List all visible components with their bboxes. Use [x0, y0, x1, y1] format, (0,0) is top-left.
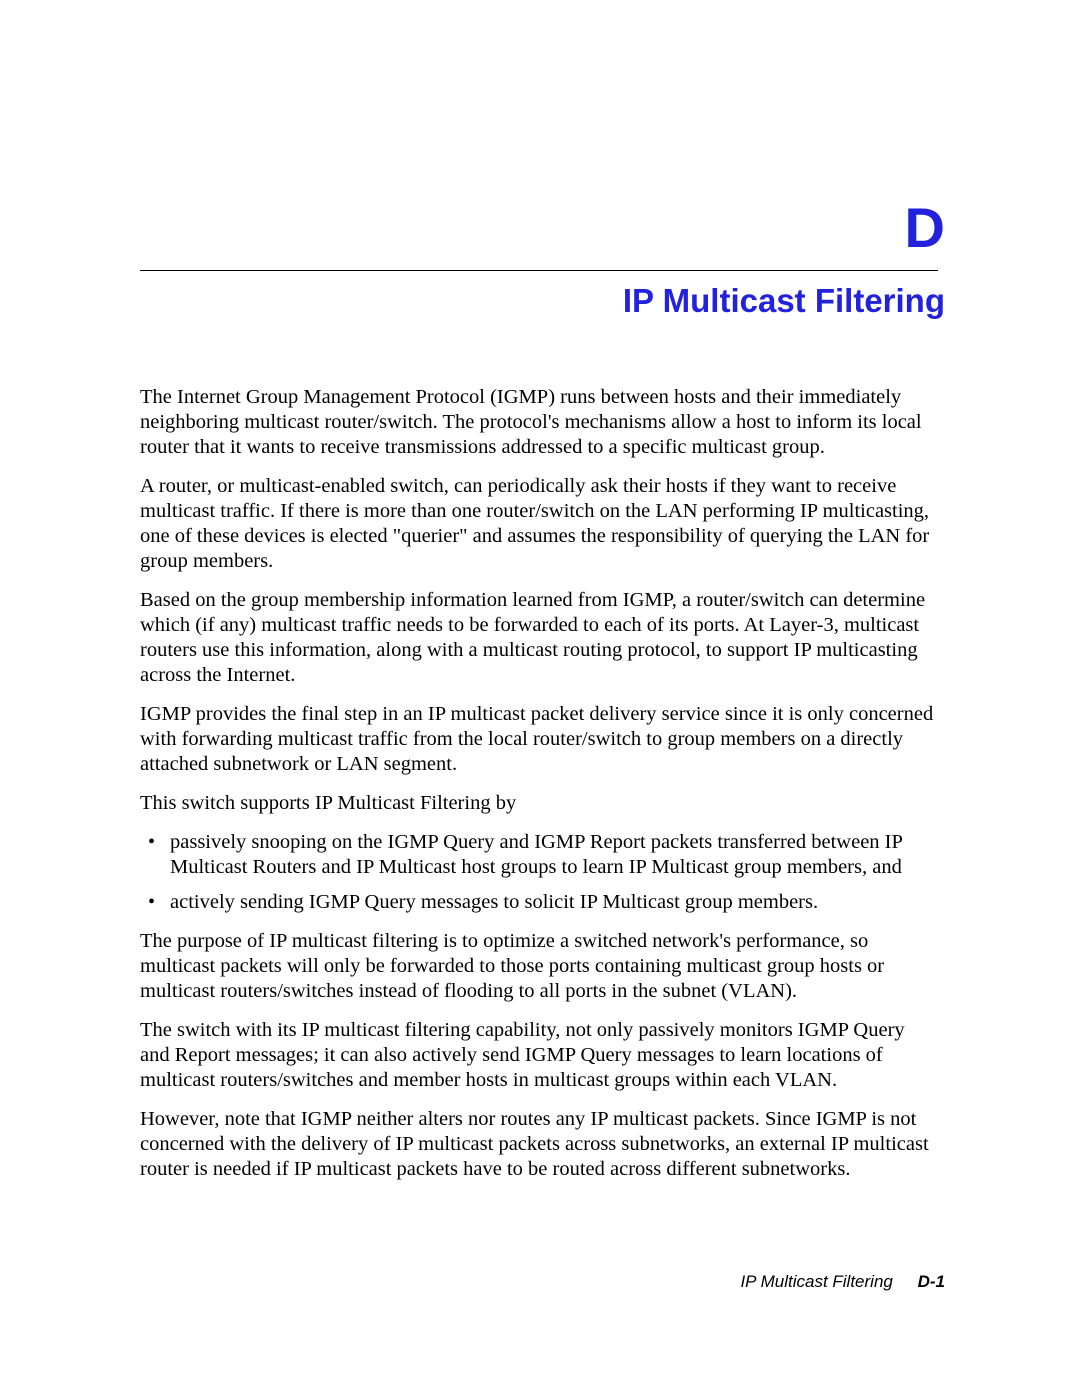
paragraph: However, note that IGMP neither alters n… — [140, 1107, 938, 1182]
footer-page-number: D-1 — [918, 1272, 945, 1291]
list-item: actively sending IGMP Query messages to … — [140, 890, 938, 915]
document-page: D IP Multicast Filtering The Internet Gr… — [0, 0, 1080, 1397]
page-footer: IP Multicast Filtering D-1 — [740, 1272, 945, 1292]
paragraph: Based on the group membership informatio… — [140, 588, 938, 688]
appendix-letter: D — [905, 200, 945, 256]
paragraph: A router, or multicast-enabled switch, c… — [140, 474, 938, 574]
paragraph: The purpose of IP multicast filtering is… — [140, 929, 938, 1004]
page-title: IP Multicast Filtering — [623, 282, 945, 320]
paragraph: IGMP provides the final step in an IP mu… — [140, 702, 938, 777]
list-item: passively snooping on the IGMP Query and… — [140, 830, 938, 880]
paragraph: The switch with its IP multicast filteri… — [140, 1018, 938, 1093]
footer-title: IP Multicast Filtering — [740, 1272, 892, 1291]
title-rule — [140, 270, 938, 271]
paragraph: This switch supports IP Multicast Filter… — [140, 791, 938, 816]
body-text: The Internet Group Management Protocol (… — [140, 385, 938, 1196]
paragraph: The Internet Group Management Protocol (… — [140, 385, 938, 460]
bullet-list: passively snooping on the IGMP Query and… — [140, 830, 938, 915]
